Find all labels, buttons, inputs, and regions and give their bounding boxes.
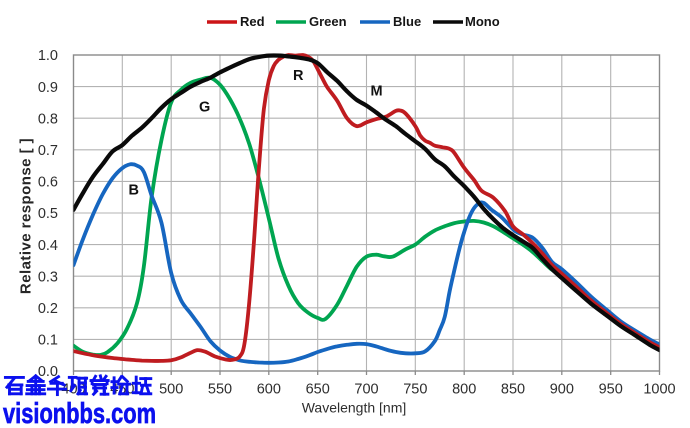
- svg-text:Relative response [ ]: Relative response [ ]: [18, 138, 35, 294]
- svg-text:900: 900: [550, 382, 574, 398]
- svg-text:0.9: 0.9: [38, 80, 58, 96]
- svg-text:950: 950: [599, 382, 623, 398]
- svg-text:0.6: 0.6: [38, 175, 58, 191]
- svg-text:0.2: 0.2: [38, 301, 58, 317]
- svg-text:R: R: [293, 68, 304, 84]
- svg-text:0.7: 0.7: [38, 143, 58, 159]
- svg-text:0.1: 0.1: [38, 333, 58, 349]
- svg-text:Red: Red: [240, 14, 265, 29]
- svg-text:650: 650: [306, 382, 330, 398]
- svg-text:G: G: [199, 100, 210, 116]
- svg-text:0.8: 0.8: [38, 111, 58, 127]
- svg-text:visionbbs.com: visionbbs.com: [3, 398, 156, 428]
- svg-text:Green: Green: [309, 14, 347, 29]
- svg-text:B: B: [129, 183, 139, 199]
- svg-text:0.3: 0.3: [38, 269, 58, 285]
- svg-text:M: M: [371, 84, 383, 100]
- svg-text:500: 500: [159, 382, 183, 398]
- svg-text:1000: 1000: [643, 382, 675, 398]
- svg-text:700: 700: [354, 382, 378, 398]
- svg-text:Blue: Blue: [393, 14, 421, 29]
- svg-text:800: 800: [452, 382, 476, 398]
- svg-text:0.4: 0.4: [38, 238, 58, 254]
- svg-text:600: 600: [257, 382, 281, 398]
- svg-text:Wavelength [nm]: Wavelength [nm]: [302, 400, 407, 416]
- svg-text:1.0: 1.0: [38, 48, 58, 64]
- svg-text:0.5: 0.5: [38, 206, 58, 222]
- svg-text:550: 550: [208, 382, 232, 398]
- svg-text:Mono: Mono: [465, 14, 500, 29]
- svg-text:850: 850: [501, 382, 525, 398]
- svg-text:0.0: 0.0: [38, 364, 58, 380]
- svg-text:750: 750: [403, 382, 427, 398]
